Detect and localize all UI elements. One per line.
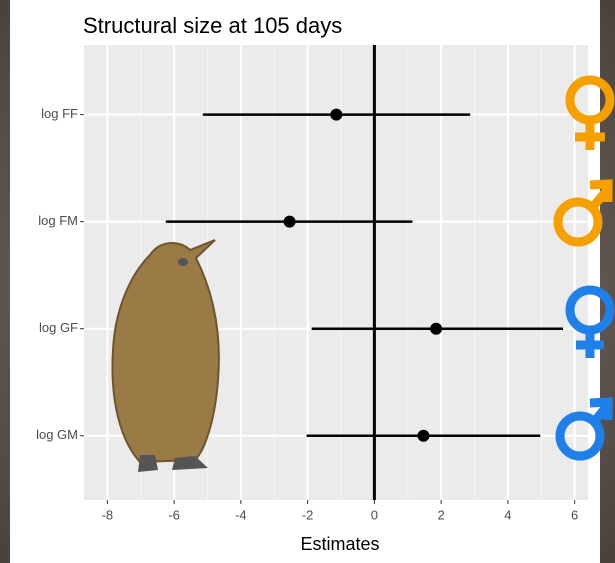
y-tick-label: log FM [38,213,78,228]
penguin-illustration [111,239,220,472]
x-tick-label: -6 [168,507,180,522]
estimate-point [417,429,430,442]
x-tick-label: -2 [302,507,314,522]
y-tick-label: log GF [39,320,78,335]
x-tick-label: 0 [371,507,378,522]
estimate-point [283,215,296,228]
x-tick-label: -8 [102,507,114,522]
x-tick-label: 4 [504,507,511,522]
x-tick-label: 2 [438,507,445,522]
x-tick-label: 6 [571,507,578,522]
estimate-point [330,108,343,121]
x-tick-label: -4 [235,507,247,522]
gender-symbols [553,75,615,461]
marks [165,45,563,500]
y-tick-label: log FF [41,106,78,121]
chart-title: Structural size at 105 days [83,13,342,38]
y-tick-label: log GM [36,427,78,442]
estimate-point [430,322,443,335]
x-axis-title: Estimates [300,534,379,554]
